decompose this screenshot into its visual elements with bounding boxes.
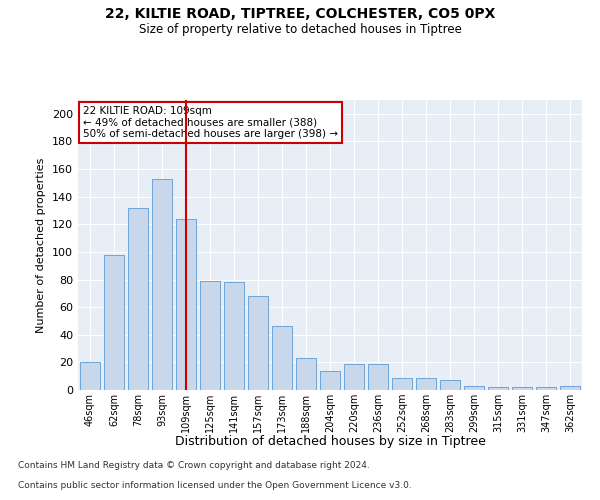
Bar xyxy=(200,281,220,390)
Bar xyxy=(176,219,196,390)
Bar xyxy=(560,386,580,390)
Bar xyxy=(512,387,532,390)
Text: Contains public sector information licensed under the Open Government Licence v3: Contains public sector information licen… xyxy=(18,481,412,490)
Bar xyxy=(368,364,388,390)
Bar xyxy=(272,326,292,390)
Bar xyxy=(224,282,244,390)
Bar xyxy=(536,387,556,390)
Bar xyxy=(152,178,172,390)
Bar xyxy=(488,387,508,390)
Bar xyxy=(80,362,100,390)
Text: Distribution of detached houses by size in Tiptree: Distribution of detached houses by size … xyxy=(175,435,485,448)
Y-axis label: Number of detached properties: Number of detached properties xyxy=(37,158,46,332)
Bar xyxy=(464,386,484,390)
Text: 22, KILTIE ROAD, TIPTREE, COLCHESTER, CO5 0PX: 22, KILTIE ROAD, TIPTREE, COLCHESTER, CO… xyxy=(105,8,495,22)
Bar xyxy=(392,378,412,390)
Bar xyxy=(320,370,340,390)
Text: 22 KILTIE ROAD: 109sqm
← 49% of detached houses are smaller (388)
50% of semi-de: 22 KILTIE ROAD: 109sqm ← 49% of detached… xyxy=(83,106,338,139)
Bar xyxy=(440,380,460,390)
Text: Contains HM Land Registry data © Crown copyright and database right 2024.: Contains HM Land Registry data © Crown c… xyxy=(18,461,370,470)
Bar xyxy=(248,296,268,390)
Bar xyxy=(344,364,364,390)
Bar xyxy=(128,208,148,390)
Text: Size of property relative to detached houses in Tiptree: Size of property relative to detached ho… xyxy=(139,22,461,36)
Bar xyxy=(104,254,124,390)
Bar xyxy=(296,358,316,390)
Bar xyxy=(416,378,436,390)
